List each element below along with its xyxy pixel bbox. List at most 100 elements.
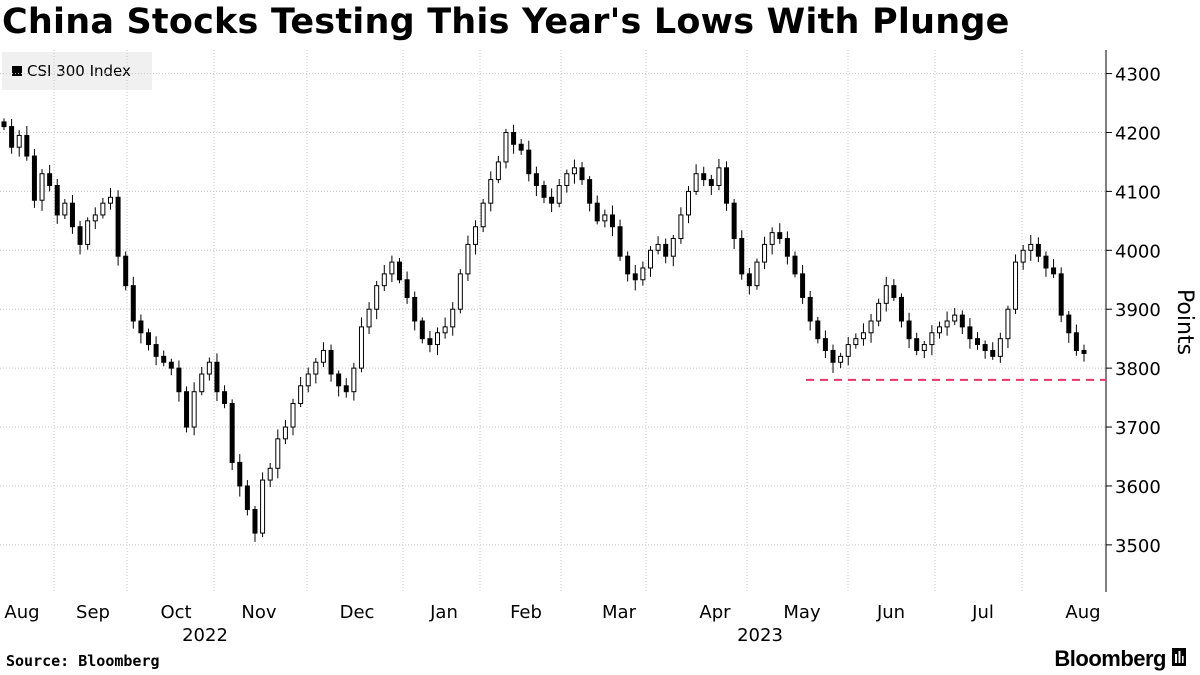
- candle-body: [419, 320, 425, 340]
- candle-body: [275, 438, 281, 469]
- bloomberg-terminal-icon: [1172, 648, 1186, 670]
- candle-body: [450, 308, 456, 328]
- candle-body: [123, 255, 129, 287]
- candle-body: [138, 320, 144, 334]
- candle-body: [579, 167, 585, 181]
- candle-body: [845, 344, 851, 357]
- candle-body: [252, 509, 258, 534]
- candle-body: [206, 361, 212, 375]
- candle-body: [982, 344, 988, 351]
- candle-body: [944, 320, 950, 328]
- x-tick-label: Oct: [160, 602, 191, 623]
- x-tick-label: Nov: [241, 602, 276, 623]
- candle-body: [488, 179, 494, 204]
- legend-swatch: [12, 66, 22, 76]
- x-tick-label: Jun: [876, 602, 905, 623]
- candle-body: [975, 338, 981, 346]
- candle-body: [511, 131, 517, 145]
- candle-body: [495, 161, 501, 181]
- candle-body: [670, 238, 676, 257]
- y-axis-title: Points: [1172, 289, 1197, 355]
- candle-body: [442, 326, 448, 334]
- candle-body: [800, 273, 806, 298]
- candle-body: [427, 338, 433, 346]
- candle-body: [762, 243, 768, 263]
- candle-body: [518, 143, 524, 151]
- x-tick-label: Feb: [510, 602, 542, 623]
- candle-body: [838, 355, 844, 363]
- candle-body: [503, 131, 509, 163]
- candle-body: [807, 296, 813, 322]
- candle-body: [389, 261, 395, 275]
- x-tick-label: Sep: [76, 602, 110, 623]
- candle-body: [693, 173, 699, 192]
- candle-body: [85, 220, 91, 245]
- candle-body: [571, 167, 577, 175]
- candle-body: [724, 167, 730, 204]
- candle-body: [1020, 249, 1026, 263]
- candle-body: [533, 173, 539, 187]
- y-tick-label: 3900: [1115, 300, 1161, 321]
- candle-body: [1073, 332, 1079, 351]
- y-tick-label: 4200: [1115, 123, 1161, 144]
- candle-body: [1028, 243, 1034, 251]
- candle-body: [1066, 314, 1072, 334]
- x-tick-label: Jan: [429, 602, 458, 623]
- candle-body: [891, 285, 897, 298]
- candle-body: [640, 267, 646, 281]
- candle-body: [473, 226, 479, 245]
- candle-body: [77, 226, 83, 245]
- candle-body: [997, 338, 1003, 357]
- candle-body: [708, 179, 714, 186]
- candle-body: [967, 326, 973, 340]
- candle-body: [921, 344, 927, 351]
- candle-body: [9, 126, 15, 148]
- candle-body: [381, 273, 387, 287]
- candle-body: [115, 196, 121, 257]
- candle-body: [229, 402, 235, 463]
- candle-body: [587, 179, 593, 204]
- candle-body: [290, 402, 296, 428]
- candle-body: [1013, 261, 1019, 310]
- candle-body: [784, 238, 790, 257]
- candle-body: [184, 391, 190, 428]
- candle-body: [153, 344, 159, 357]
- candle-body: [1051, 267, 1057, 275]
- candle-body: [868, 320, 874, 334]
- candle-body: [792, 255, 798, 275]
- candle-body: [815, 320, 821, 340]
- source-note: Source: Bloomberg: [6, 652, 160, 670]
- candle-body: [366, 308, 372, 328]
- candle-body: [777, 232, 783, 240]
- candle-body: [830, 349, 836, 363]
- chart-title: China Stocks Testing This Year's Lows Wi…: [2, 2, 1010, 42]
- y-tick-label: 3800: [1115, 359, 1161, 380]
- candle-body: [1, 121, 7, 128]
- candle-body: [237, 461, 243, 487]
- candle-body: [1058, 273, 1064, 316]
- candle-body: [883, 285, 889, 304]
- candle-body: [267, 467, 273, 481]
- candle-body: [465, 243, 471, 275]
- candle-body: [556, 185, 562, 204]
- x-tick-label: Aug: [4, 602, 39, 623]
- x-tick-label: Apr: [699, 602, 731, 623]
- candle-body: [754, 261, 760, 287]
- candle-body: [222, 391, 228, 404]
- candle-body: [396, 261, 402, 281]
- x-tick-label: Dec: [340, 602, 375, 623]
- candle-body: [244, 485, 250, 511]
- candle-body: [69, 202, 75, 228]
- y-tick-label: 3600: [1115, 477, 1161, 498]
- candle-body: [564, 173, 570, 187]
- candle-body: [952, 314, 958, 322]
- candle-body: [328, 349, 334, 375]
- candle-body: [853, 338, 859, 346]
- candle-body: [260, 479, 266, 534]
- candle-body: [647, 249, 653, 269]
- candle-body: [860, 332, 866, 340]
- candle-body: [929, 332, 935, 346]
- y-tick-label: 4300: [1115, 65, 1161, 86]
- candle-body: [351, 367, 357, 393]
